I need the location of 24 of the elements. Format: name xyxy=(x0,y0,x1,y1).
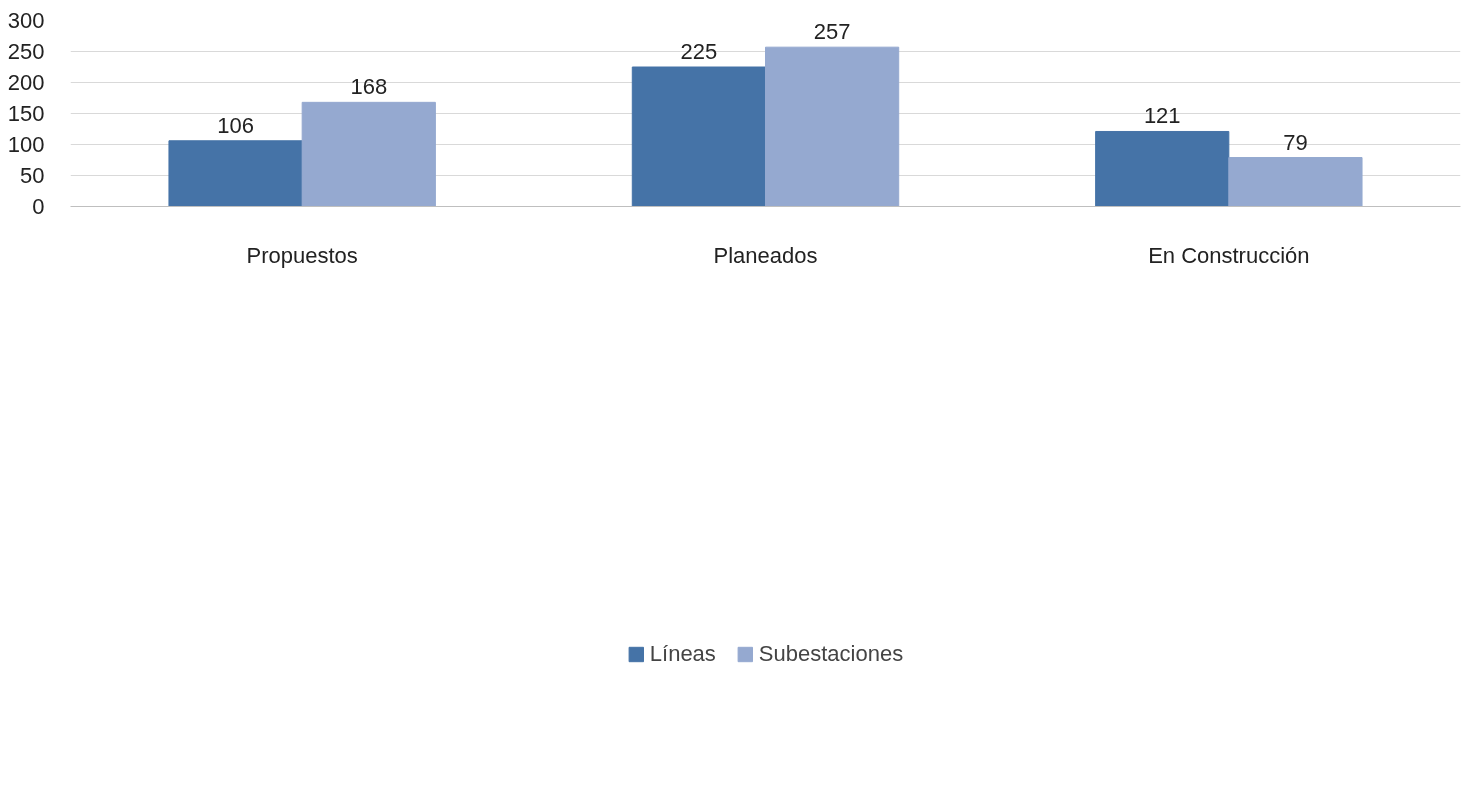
data-label: 106 xyxy=(217,112,254,138)
data-label: 225 xyxy=(680,39,718,64)
y-tick-label: 300 xyxy=(7,8,45,33)
data-label: 257 xyxy=(813,19,851,45)
bar xyxy=(1228,157,1363,207)
y-tick-label: 250 xyxy=(7,39,45,64)
legend-label: Líneas xyxy=(649,640,716,667)
data-label: 168 xyxy=(350,74,388,100)
y-tick-label: 100 xyxy=(7,132,45,157)
bar xyxy=(631,66,766,207)
y-tick-label: 150 xyxy=(7,101,45,126)
data-label: 79 xyxy=(1283,129,1308,155)
data-label: 121 xyxy=(1143,103,1181,129)
legend-label: Subestaciones xyxy=(758,640,904,667)
y-tick-label: 0 xyxy=(32,194,45,219)
x-tick-label: Planeados xyxy=(713,242,818,268)
bar xyxy=(168,140,303,207)
bar xyxy=(765,46,900,207)
x-tick-label: En Construcción xyxy=(1148,242,1310,268)
y-tick-label: 50 xyxy=(20,163,45,188)
x-tick-label: Propuestos xyxy=(246,242,358,268)
bar xyxy=(301,101,436,207)
bar xyxy=(1095,130,1230,207)
y-tick-label: 200 xyxy=(7,70,45,95)
